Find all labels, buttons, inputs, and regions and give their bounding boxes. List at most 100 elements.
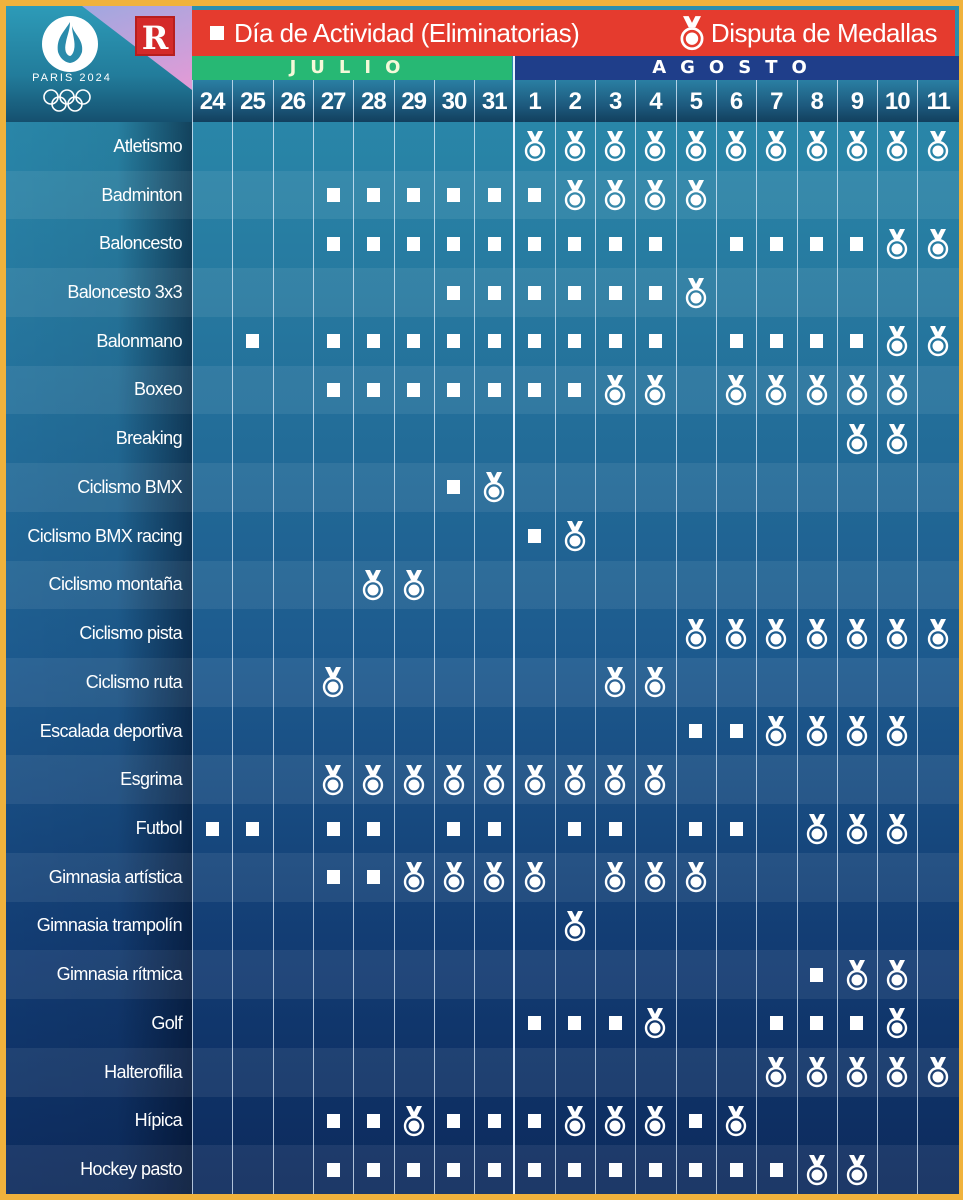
sport-name: Breaking xyxy=(115,428,183,449)
activity-cell xyxy=(514,1145,554,1194)
activity-cell xyxy=(555,366,595,415)
medal-event-cell xyxy=(837,950,877,999)
medal-event-cell xyxy=(797,707,837,756)
activity-square-icon xyxy=(729,1162,743,1177)
medal-icon xyxy=(927,618,948,649)
medal-event-cell xyxy=(877,219,917,268)
activity-cell xyxy=(716,707,756,756)
sport-name: Gimnasia trampolín xyxy=(36,915,183,936)
activity-cell xyxy=(595,999,635,1048)
medal-event-cell xyxy=(635,122,675,171)
medal-icon xyxy=(363,764,384,796)
medal-event-cell xyxy=(756,366,796,415)
activity-cell xyxy=(595,268,635,317)
activity-cell xyxy=(434,463,474,512)
activity-square-icon xyxy=(487,1162,501,1177)
column-divider xyxy=(917,80,919,1194)
medal-icon xyxy=(887,1057,908,1088)
activity-square-icon xyxy=(850,236,864,251)
activity-square-icon xyxy=(366,188,380,203)
activity-cell xyxy=(474,366,514,415)
day-29: 29 xyxy=(401,88,427,115)
activity-cell xyxy=(797,219,837,268)
activity-square-icon xyxy=(487,236,501,251)
medal-event-cell xyxy=(555,512,595,561)
sport-row: Baloncesto xyxy=(6,219,959,268)
column-divider xyxy=(312,80,314,1194)
medal-event-cell xyxy=(676,609,716,658)
day-7: 7 xyxy=(770,88,783,115)
medal-event-cell xyxy=(877,1048,917,1097)
medal-icon xyxy=(564,521,586,552)
activity-cell xyxy=(514,512,554,561)
medal-event-cell xyxy=(595,171,635,220)
medal-event-cell xyxy=(716,366,756,415)
column-divider xyxy=(675,80,677,1194)
medal-event-cell xyxy=(514,755,554,804)
activity-square-icon xyxy=(210,26,224,40)
medal-event-cell xyxy=(716,609,756,658)
activity-cell xyxy=(353,317,393,366)
activity-cell xyxy=(434,804,474,853)
column-divider xyxy=(635,80,637,1194)
activity-cell xyxy=(474,317,514,366)
activity-cell xyxy=(313,171,353,220)
sport-row: Ciclismo pista xyxy=(6,609,959,658)
medal-icon xyxy=(564,910,586,942)
day-header-row: 24 25 26 27 28 29 30 31 1 2 3 4 5 6 7 8 9 10 11 xyxy=(192,80,959,122)
medal-event-cell xyxy=(877,999,917,1048)
activity-square-icon xyxy=(568,1162,582,1177)
sport-row: Breaking xyxy=(6,414,959,463)
activity-square-icon xyxy=(689,1113,703,1128)
activity-square-icon xyxy=(810,967,824,982)
medal-event-cell xyxy=(797,122,837,171)
sport-name: Gimnasia artística xyxy=(48,866,183,887)
medal-event-cell xyxy=(917,1048,957,1097)
medal-icon xyxy=(363,569,384,601)
sport-row: Gimnasia rítmica xyxy=(6,950,959,1000)
medal-event-cell xyxy=(434,755,474,804)
medal-event-cell xyxy=(635,853,675,902)
activity-cell xyxy=(514,366,554,415)
medal-event-cell xyxy=(676,171,716,220)
activity-cell xyxy=(635,317,675,366)
day-1: 1 xyxy=(528,88,541,115)
column-divider xyxy=(877,80,879,1194)
activity-cell xyxy=(716,317,756,366)
activity-cell xyxy=(716,804,756,853)
medal-icon xyxy=(564,131,586,162)
activity-square-icon xyxy=(769,236,783,251)
medal-icon xyxy=(887,1008,908,1039)
sport-name: Atletismo xyxy=(113,135,182,156)
activity-square-icon xyxy=(769,1162,783,1177)
activity-cell xyxy=(756,999,796,1048)
medal-icon xyxy=(604,764,626,796)
sport-name: Ciclismo ruta xyxy=(85,671,183,692)
medal-icon xyxy=(725,131,747,162)
medal-icon xyxy=(524,131,545,162)
medal-icon xyxy=(524,862,545,893)
medal-event-cell xyxy=(595,122,635,171)
medal-icon xyxy=(645,374,666,406)
medal-event-cell xyxy=(716,122,756,171)
sport-row: Escalada deportiva xyxy=(6,707,959,756)
day-31: 31 xyxy=(481,88,508,115)
medal-event-cell xyxy=(595,853,635,902)
activity-cell xyxy=(313,219,353,268)
activity-square-icon xyxy=(447,236,461,251)
activity-square-icon xyxy=(366,334,380,349)
activity-cell xyxy=(313,853,353,902)
activity-square-icon xyxy=(447,1162,461,1177)
activity-cell xyxy=(353,219,393,268)
sport-name: Hockey pasto xyxy=(80,1159,182,1180)
medal-event-cell xyxy=(756,609,796,658)
sport-row: Ciclismo montaña xyxy=(6,560,959,610)
month-divider xyxy=(513,56,516,1194)
activity-square-icon xyxy=(366,236,380,251)
sport-name: Boxeo xyxy=(133,379,183,400)
sport-row: Baloncesto 3x3 xyxy=(6,268,959,317)
activity-square-icon xyxy=(528,1162,542,1177)
medal-icon xyxy=(927,131,948,162)
day-30: 30 xyxy=(441,88,468,115)
activity-square-icon xyxy=(648,1162,662,1177)
